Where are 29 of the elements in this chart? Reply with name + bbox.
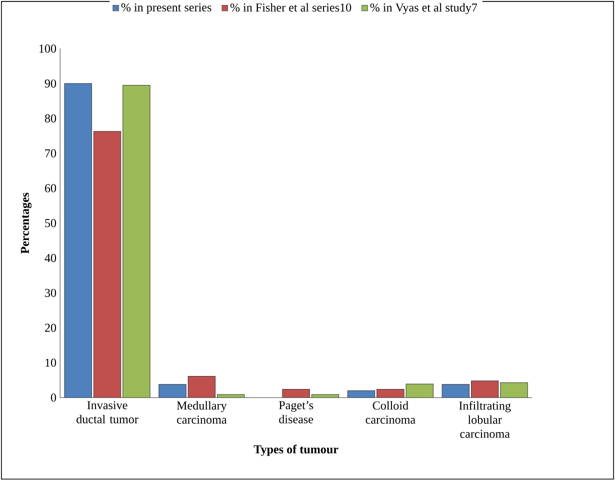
y-tick-label: 40 bbox=[44, 254, 56, 262]
y-tick-label: 90 bbox=[44, 80, 56, 88]
y-tick-label: 30 bbox=[45, 289, 56, 298]
x-tick-label: Colloid carcinoma bbox=[366, 401, 416, 424]
y-tick-label: 10 bbox=[46, 358, 56, 367]
bar bbox=[500, 382, 528, 398]
bar bbox=[471, 380, 499, 398]
y-tick-label: 20 bbox=[44, 324, 56, 332]
legend-label: % in present series bbox=[121, 4, 212, 14]
y-tick-label: 80 bbox=[44, 114, 56, 123]
x-tick-label: Medullary carcinoma bbox=[176, 401, 227, 424]
y-tick-label: 60 bbox=[44, 184, 56, 192]
bar bbox=[406, 384, 434, 398]
bar bbox=[282, 389, 310, 398]
y-axis-title: Percentages bbox=[20, 192, 32, 254]
y-tick-label: 0 bbox=[50, 394, 56, 402]
x-tick-label: Invasive ductal tumor bbox=[76, 401, 138, 424]
y-tick-label: 50 bbox=[45, 219, 56, 228]
bar bbox=[188, 376, 216, 398]
x-axis-title: Types of tumour bbox=[254, 445, 338, 456]
bar bbox=[122, 85, 150, 398]
y-tick-label: 70 bbox=[45, 149, 56, 158]
bar bbox=[93, 131, 122, 398]
legend-label: % in Fisher et al series10 bbox=[230, 3, 352, 12]
bar bbox=[376, 389, 404, 398]
x-tick-label: Paget’s disease bbox=[278, 401, 314, 424]
legend-label: % in Vyas et al study7 bbox=[370, 3, 478, 14]
y-tick-label: 100 bbox=[39, 44, 56, 53]
x-tick-label: Infiltrating lobular carcinoma bbox=[459, 401, 511, 438]
